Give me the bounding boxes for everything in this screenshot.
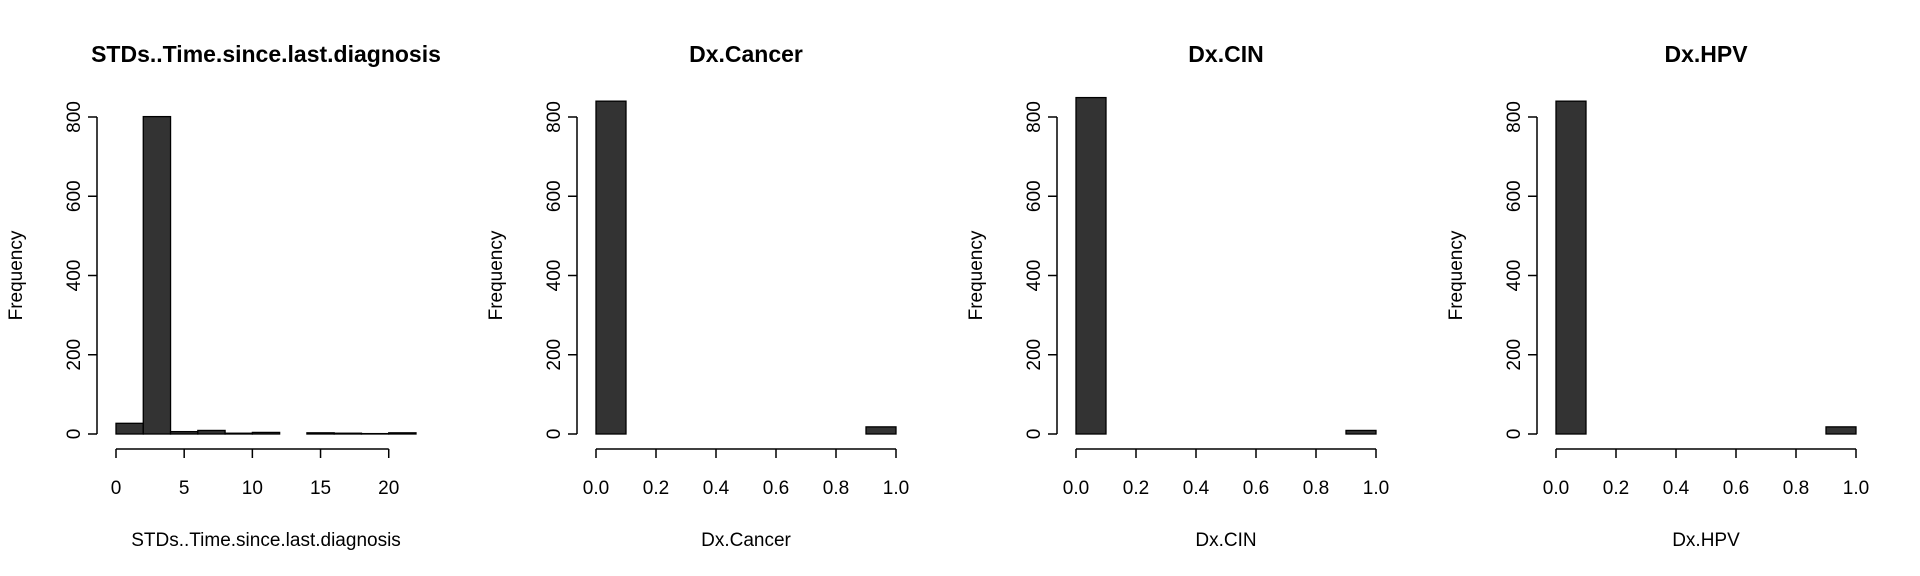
- y-tick-label: 800: [64, 101, 85, 133]
- y-axis-label: Frequency: [6, 230, 27, 320]
- y-axis-label: Frequency: [1446, 230, 1467, 320]
- x-tick-label: 0.8: [1783, 478, 1809, 499]
- histogram-panel-3: Dx.CIN Dx.CIN Frequency 0 200 400 600 800 0.0 0.2…: [966, 41, 1389, 551]
- y-axis-label: Frequency: [486, 230, 507, 320]
- histogram-bar: [251, 431, 281, 435]
- histogram-bar: [1075, 96, 1107, 435]
- chart-title: Dx.HPV: [1664, 41, 1748, 67]
- y-tick-label: 0: [64, 429, 85, 440]
- x-tick-label: 10: [242, 478, 263, 499]
- x-tick-label: 1.0: [883, 478, 909, 499]
- y-axis-label: Frequency: [966, 230, 987, 320]
- x-tick-label: 0.2: [1123, 478, 1149, 499]
- x-tick-label: 0.0: [1063, 478, 1089, 499]
- y-tick-label: 200: [544, 339, 565, 371]
- y-tick-label: 800: [1024, 101, 1045, 133]
- y-tick-label: 600: [1504, 180, 1525, 212]
- y-tick-label: 200: [1024, 339, 1045, 371]
- histogram-bar: [115, 422, 144, 435]
- x-axis-label: Dx.CIN: [1195, 530, 1256, 551]
- y-tick-label: 800: [544, 101, 565, 133]
- y-tick-label: 0: [544, 429, 565, 440]
- y-tick-label: 400: [1504, 260, 1525, 292]
- histogram-bar: [333, 432, 363, 435]
- x-tick-label: 0.6: [1723, 478, 1749, 499]
- x-tick-label: 20: [378, 478, 399, 499]
- x-axis-label: STDs..Time.since.last.diagnosis: [131, 530, 401, 551]
- chart-title: Dx.Cancer: [689, 41, 803, 67]
- x-tick-label: 0.0: [1543, 478, 1569, 499]
- histogram-panel-2: Dx.Cancer Dx.Cancer Frequency 0 200 400 600 800…: [486, 41, 909, 551]
- histogram-bar: [169, 430, 199, 435]
- y-tick-label: 200: [64, 339, 85, 371]
- y-tick-label: 400: [1024, 260, 1045, 292]
- x-tick-label: 0.8: [1303, 478, 1329, 499]
- histogram-bar: [1555, 100, 1587, 435]
- histogram-bar: [142, 115, 172, 435]
- x-tick-label: 0: [111, 478, 122, 499]
- y-tick-label: 800: [1504, 101, 1525, 133]
- x-tick-label: 0.6: [1243, 478, 1269, 499]
- histogram-panel-4: Dx.HPV Dx.HPV Frequency 0 200 400 600 800 0.0 0.2…: [1446, 41, 1869, 551]
- histogram-bar: [388, 432, 417, 435]
- x-tick-label: 1.0: [1843, 478, 1869, 499]
- histogram-bar: [595, 100, 627, 435]
- x-tick-label: 1.0: [1363, 478, 1389, 499]
- x-tick-label: 0.4: [703, 478, 730, 499]
- y-tick-label: 600: [544, 180, 565, 212]
- x-tick-label: 0.2: [643, 478, 669, 499]
- x-tick-label: 5: [179, 478, 190, 499]
- histogram-bar: [197, 429, 226, 435]
- x-axis-label: Dx.HPV: [1672, 530, 1740, 551]
- x-tick-label: 0.4: [1183, 478, 1210, 499]
- x-tick-label: 0.4: [1663, 478, 1690, 499]
- chart-title: Dx.CIN: [1188, 41, 1263, 67]
- x-tick-label: 0.2: [1603, 478, 1629, 499]
- chart-title: STDs..Time.since.last.diagnosis: [91, 41, 441, 67]
- y-tick-label: 600: [64, 180, 85, 212]
- y-tick-label: 200: [1504, 339, 1525, 371]
- y-tick-label: 400: [544, 260, 565, 292]
- histogram-bar: [224, 432, 254, 435]
- y-tick-label: 0: [1024, 429, 1045, 440]
- y-tick-label: 400: [64, 260, 85, 292]
- y-tick-label: 600: [1024, 180, 1045, 212]
- y-tick-label: 0: [1504, 429, 1525, 440]
- x-tick-label: 0.6: [763, 478, 789, 499]
- histogram-bar: [865, 426, 897, 435]
- x-tick-label: 15: [310, 478, 331, 499]
- histogram-bar: [1345, 429, 1377, 435]
- x-tick-label: 0.0: [583, 478, 609, 499]
- x-axis-label: Dx.Cancer: [701, 530, 791, 551]
- histogram-panel-1: STDs..Time.since.last.diagnosis STDs..Tim…: [6, 41, 441, 551]
- histogram-bar: [306, 432, 335, 435]
- x-tick-label: 0.8: [823, 478, 849, 499]
- histogram-bar: [1825, 426, 1857, 435]
